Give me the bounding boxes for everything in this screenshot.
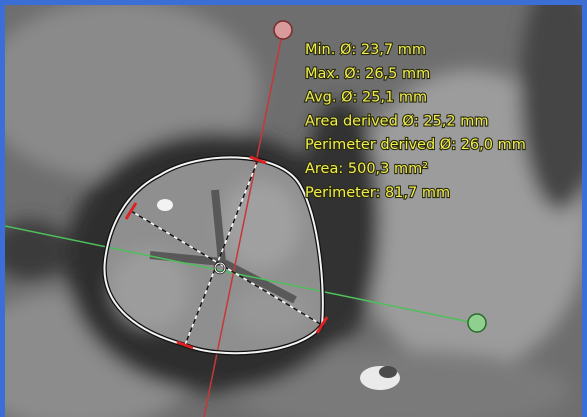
measurement-text: Max. Ø: 26,5 mm	[305, 66, 430, 82]
min-diameter-dash	[184, 159, 259, 346]
annulus-contour[interactable]	[103, 156, 324, 355]
measurement-text: Area: 500,3 mm²	[305, 161, 428, 177]
axis-line-green	[5, 225, 476, 324]
max-diameter-dash	[130, 210, 323, 326]
measurement-list: Min. Ø: 23,7 mm Max. Ø: 26,5 mm Avg. Ø: 25…	[304, 41, 527, 202]
green-handle[interactable]	[467, 313, 487, 333]
measurement-text: Area derived Ø: 25,2 mm	[305, 113, 488, 129]
red-handle[interactable]	[273, 20, 293, 40]
overlay	[5, 20, 487, 417]
center-marker-inner	[214, 262, 226, 274]
diameter-ticks	[124, 155, 329, 350]
measurement-text: Min. Ø: 23,7 mm	[305, 42, 426, 58]
measurement-text: Avg. Ø: 25,1 mm	[305, 90, 427, 106]
measurement-text: Perimeter derived Ø: 26,0 mm	[305, 137, 526, 153]
measurement-text: Perimeter: 81,7 mm	[305, 185, 450, 201]
